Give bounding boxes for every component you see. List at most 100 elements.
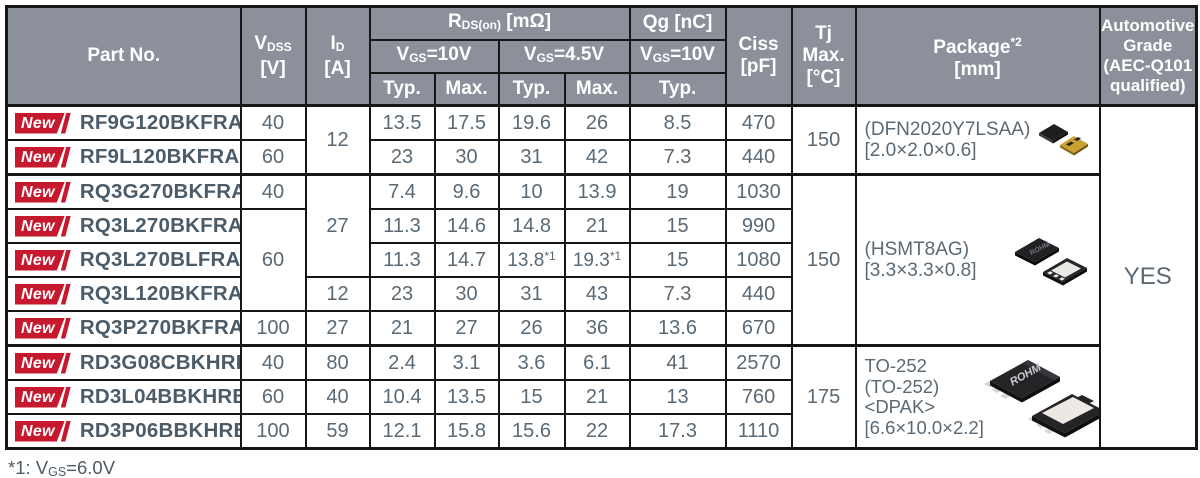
table-row: New RQ3L120BKFRA 12 23 30 31 43 7.3 440 bbox=[5, 276, 1197, 312]
part-number: RD3G08CBKHRB bbox=[79, 351, 241, 374]
cell-id: 27 bbox=[304, 173, 371, 278]
new-badge: New bbox=[15, 352, 71, 374]
cell-vdss: 60 bbox=[239, 139, 307, 176]
cell-id: 59 bbox=[304, 413, 371, 450]
badge-slash-icon bbox=[60, 249, 71, 271]
badge-slash-icon bbox=[60, 386, 71, 408]
part-number-cell: New RF9L120BKFRA bbox=[5, 139, 242, 176]
cell-max10: 17.5 bbox=[433, 104, 500, 141]
cell-vdss: 40 bbox=[239, 173, 307, 210]
cell-max45: 21 bbox=[563, 379, 631, 415]
col-header-vgs10: VGS=10V bbox=[368, 38, 500, 74]
col-header-qg: Qg [nC] bbox=[628, 5, 727, 41]
cell-package-hsmt: (HSMT8AG) [3.3×3.3×0.8] ROHM bbox=[854, 173, 1101, 347]
table-row: New RF9L120BKFRA 60 23 30 31 42 7.3 440 bbox=[5, 139, 1197, 176]
cell-max45: 19.3*1 bbox=[563, 242, 631, 278]
col-header-max: Max. bbox=[433, 71, 500, 107]
cell-ciss: 1030 bbox=[724, 173, 793, 210]
cell-max45: 26 bbox=[563, 104, 631, 141]
cell-vdss: 100 bbox=[239, 310, 307, 347]
cell-max10: 15.8 bbox=[433, 413, 500, 450]
cell-qg: 13 bbox=[628, 379, 727, 415]
part-number: RQ3G270BKFRA bbox=[79, 180, 241, 203]
cell-max10: 9.6 bbox=[433, 173, 500, 210]
table-row: New RQ3L270BLFRA 11.3 14.7 13.8*1 19.3*1… bbox=[5, 242, 1197, 278]
table-row: New RQ3P270BKFRA 100 27 21 27 26 36 13.6… bbox=[5, 310, 1197, 347]
cell-typ45: 31 bbox=[497, 276, 566, 312]
col-header-vgs10-qg: VGS=10V bbox=[628, 38, 727, 74]
part-number: RQ3P270BKFRA bbox=[79, 316, 241, 339]
cell-vdss: 60 bbox=[239, 379, 307, 415]
part-number: RQ3L270BLFRA bbox=[79, 248, 241, 271]
cell-typ45: 13.8*1 bbox=[497, 242, 566, 278]
part-number-cell: New RD3P06BBKHRB bbox=[5, 413, 242, 450]
cell-max45: 21 bbox=[563, 208, 631, 244]
cell-automotive-grade: YES bbox=[1098, 104, 1198, 450]
new-badge: New bbox=[15, 317, 71, 339]
col-header-max: Max. bbox=[563, 71, 631, 107]
col-header-part-no: Part No. bbox=[5, 5, 242, 107]
cell-id: 12 bbox=[304, 276, 371, 312]
cell-max10: 30 bbox=[433, 276, 500, 312]
part-number: RQ3L120BKFRA bbox=[79, 282, 241, 305]
table-row: New RD3G08CBKHRB 40 80 2.4 3.1 3.6 6.1 4… bbox=[5, 344, 1197, 450]
cell-ciss: 670 bbox=[724, 310, 793, 347]
col-header-id: ID [A] bbox=[304, 5, 371, 107]
new-badge: New bbox=[15, 215, 71, 237]
cell-qg: 7.3 bbox=[628, 276, 727, 312]
cell-vdss: 40 bbox=[239, 104, 307, 141]
cell-qg: 15 bbox=[628, 242, 727, 278]
cell-max45: 42 bbox=[563, 139, 631, 176]
part-number: RD3P06BBKHRB bbox=[79, 419, 241, 442]
cell-ciss: 440 bbox=[724, 139, 793, 176]
table-row: New RD3L04BBKHRB 60 40 10.4 13.5 15 21 1… bbox=[5, 379, 1197, 415]
cell-max45: 13.9 bbox=[563, 173, 631, 210]
package-photo-hsmt-icon: ROHM bbox=[1014, 238, 1087, 286]
col-header-vdss: VDSS [V] bbox=[239, 5, 307, 107]
cell-ciss: 470 bbox=[724, 104, 793, 141]
cell-typ10: 2.4 bbox=[368, 344, 436, 381]
cell-ciss: 990 bbox=[724, 208, 793, 244]
cell-qg: 15 bbox=[628, 208, 727, 244]
col-header-automotive: Automotive Grade (AEC-Q101 qualified) bbox=[1098, 5, 1198, 107]
part-number-cell: New RQ3G270BKFRA bbox=[5, 173, 242, 210]
cell-max45: 36 bbox=[563, 310, 631, 347]
cell-max10: 3.1 bbox=[433, 344, 500, 381]
mosfet-spec-table: Part No. VDSS [V] ID [A] RDS(on) [mΩ] Qg… bbox=[5, 5, 1199, 450]
cell-vdss: 40 bbox=[239, 344, 307, 381]
badge-slash-icon bbox=[60, 317, 71, 339]
cell-typ10: 7.4 bbox=[368, 173, 436, 210]
cell-tj: 175 bbox=[790, 344, 857, 450]
new-badge: New bbox=[15, 386, 71, 408]
cell-tj: 150 bbox=[790, 104, 857, 176]
cell-package-to252: TO-252 (TO-252) <DPAK> [6.6×10.0×2.2] R bbox=[854, 344, 1101, 450]
part-number: RF9L120BKFRA bbox=[79, 145, 240, 168]
cell-max45: 43 bbox=[563, 276, 631, 312]
cell-max10: 14.6 bbox=[433, 208, 500, 244]
package-photo-dfn-icon bbox=[1038, 124, 1088, 156]
cell-max45: 22 bbox=[563, 413, 631, 450]
part-number-cell: New RQ3P270BKFRA bbox=[5, 310, 242, 347]
cell-qg: 19 bbox=[628, 173, 727, 210]
footnote-ref: *1 bbox=[609, 248, 622, 263]
col-header-ciss: Ciss [pF] bbox=[724, 5, 793, 107]
cell-ciss: 760 bbox=[724, 379, 793, 415]
part-number-cell: New RQ3L270BKFRA bbox=[5, 208, 242, 244]
part-number-cell: New RQ3L270BLFRA bbox=[5, 242, 242, 278]
cell-typ10: 12.1 bbox=[368, 413, 436, 450]
part-number: RF9G120BKFRA bbox=[79, 111, 241, 134]
new-badge: New bbox=[15, 283, 71, 305]
new-badge: New bbox=[15, 249, 71, 271]
cell-ciss: 2570 bbox=[724, 344, 793, 381]
cell-qg: 7.3 bbox=[628, 139, 727, 176]
badge-slash-icon bbox=[60, 181, 71, 203]
cell-vdss: 100 bbox=[239, 413, 307, 450]
col-header-tj: Tj Max. [°C] bbox=[790, 5, 857, 107]
cell-id: 12 bbox=[304, 104, 371, 176]
cell-typ10: 10.4 bbox=[368, 379, 436, 415]
cell-vdss: 60 bbox=[239, 208, 307, 312]
badge-slash-icon bbox=[60, 283, 71, 305]
cell-package-dfn: (DFN2020Y7LSAA) [2.0×2.0×0.6] bbox=[854, 104, 1101, 176]
cell-qg: 17.3 bbox=[628, 413, 727, 450]
footnotes: *1: VGS=6.0V *2: Package types are basic… bbox=[8, 457, 1200, 478]
